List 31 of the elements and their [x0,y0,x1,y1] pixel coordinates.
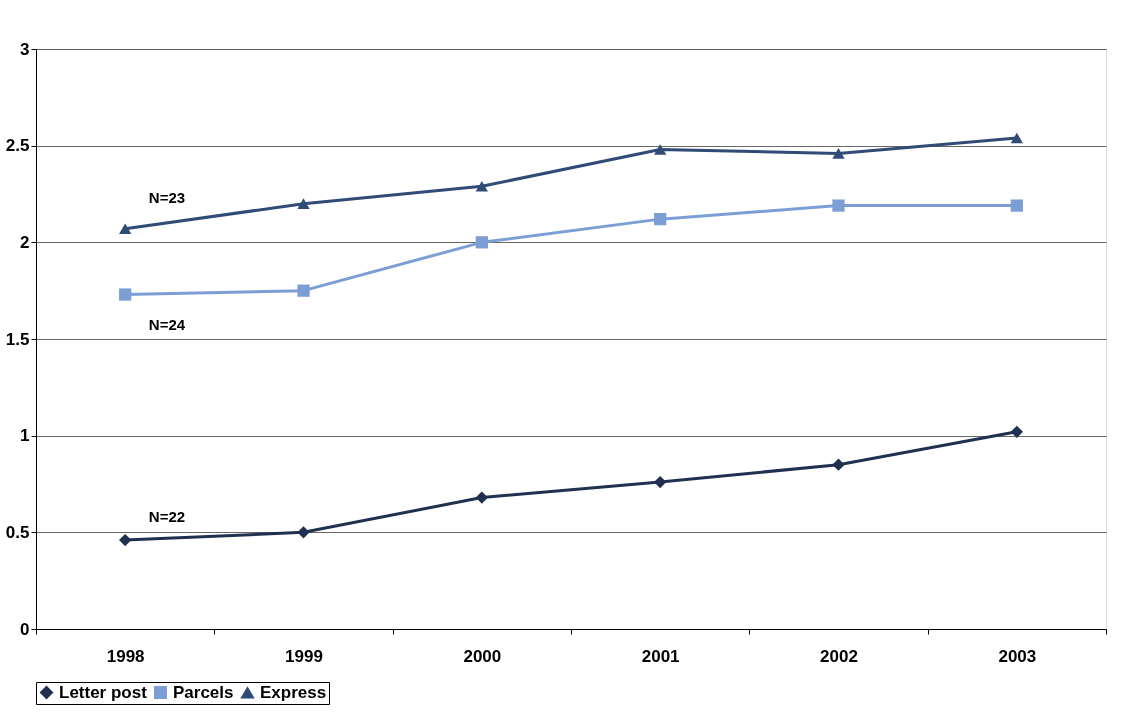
point [119,223,132,235]
legend-label: Letter post [59,682,148,702]
x-tick-label: 2003 [998,646,1037,666]
point [654,213,667,226]
annotation: N=24 [148,316,186,333]
point [1010,199,1023,212]
y-tick-label: 2.5 [5,136,30,156]
y-tick-label: 0 [20,619,30,639]
x-tick-label: 1999 [285,646,323,666]
point [119,533,132,547]
annotation: N=23 [148,189,186,206]
legend-label: Express [260,682,327,702]
y-tick-label: 1.5 [5,329,30,349]
annotation: N=22 [148,508,186,525]
point [654,144,667,155]
x-tick-label: 2000 [463,646,502,666]
y-tick-label: 0.5 [5,522,30,542]
point [1010,425,1023,438]
point [475,491,488,504]
x-tick-label: 2001 [641,646,680,666]
point [119,288,132,301]
point [475,180,488,192]
point [475,236,488,249]
y-tick-label: 1 [20,426,30,446]
y-tick-label: 2 [20,232,30,252]
x-tick-label: 2002 [820,646,858,666]
x-tick-label: 1998 [106,646,145,666]
legend-label: Parcels [173,682,234,702]
point [654,475,667,489]
point [1010,132,1023,144]
y-tick-label: 3 [20,39,30,59]
